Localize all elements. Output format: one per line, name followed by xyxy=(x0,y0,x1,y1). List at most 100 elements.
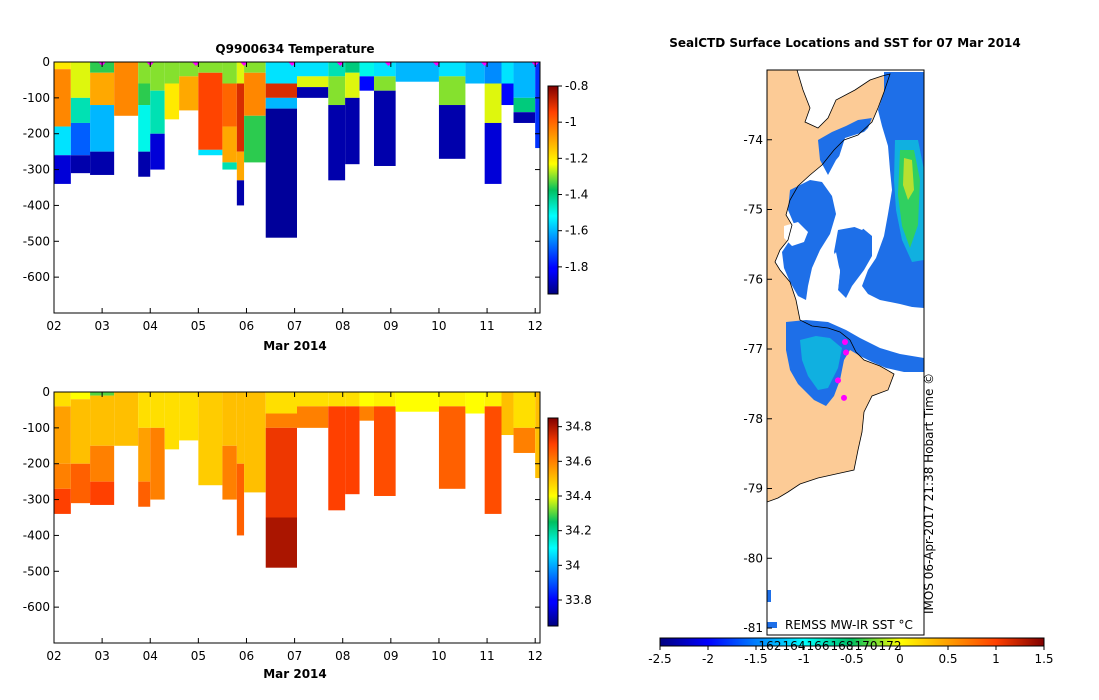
section-cell xyxy=(265,392,297,414)
section-cell xyxy=(198,392,223,486)
temperature-colorbar-frame xyxy=(547,85,559,295)
section-cell xyxy=(179,76,199,111)
sst-edge-patch xyxy=(767,590,771,602)
section-cell xyxy=(265,427,297,518)
x-tick-label: 09 xyxy=(383,649,398,663)
sst-source-label: REMSS MW-IR SST °C xyxy=(785,618,913,632)
section-cell xyxy=(150,133,165,170)
section-cell xyxy=(70,399,91,464)
colorbar-tick-label: 34.8 xyxy=(565,420,592,434)
section-cell xyxy=(265,97,297,109)
sst-inner-tick-label: 162 xyxy=(759,639,782,653)
x-tick-label: 12 xyxy=(528,319,543,333)
section-cell xyxy=(297,62,329,77)
x-tick-label: 03 xyxy=(94,649,109,663)
section-cell xyxy=(222,62,237,84)
section-cell xyxy=(513,427,536,453)
x-tick-label: 10 xyxy=(431,319,446,333)
seal-location xyxy=(841,394,847,401)
ice-patch-2 xyxy=(812,252,840,306)
seal-location xyxy=(835,377,841,384)
lat-tick-label: -77 xyxy=(743,342,763,356)
section-cell xyxy=(438,62,466,77)
y-tick-label: -500 xyxy=(23,564,50,578)
y-tick-label: -100 xyxy=(23,91,50,105)
salinity-y-axis: 0 -100 -200 -300 -400 -500 -600 xyxy=(23,385,540,614)
sst-colorbar-tick-label: -1 xyxy=(798,652,810,666)
y-tick-label: -200 xyxy=(23,457,50,471)
x-tick-label: 07 xyxy=(287,649,302,663)
section-cell xyxy=(359,406,374,421)
section-cell xyxy=(198,62,223,73)
section-cell xyxy=(438,76,466,106)
section-cell xyxy=(70,155,91,174)
x-tick-label: 12 xyxy=(528,649,543,663)
x-tick-label: 03 xyxy=(94,319,109,333)
section-cell xyxy=(359,62,374,77)
salinity-colorbar xyxy=(548,418,558,626)
sst-colorbar-tick-label: -1.5 xyxy=(744,652,767,666)
section-cell xyxy=(345,72,360,98)
temperature-axes-frame xyxy=(53,61,541,314)
section-cell xyxy=(164,83,180,120)
x-tick-label: 06 xyxy=(239,319,254,333)
section-cell xyxy=(345,406,360,495)
section-cell xyxy=(138,392,151,428)
section-cell xyxy=(138,83,151,106)
section-cell xyxy=(373,90,396,166)
colorbar-tick-label: 34.2 xyxy=(565,524,592,538)
y-tick-label: -600 xyxy=(23,600,50,614)
temperature-x-axis: 02 03 04 05 06 07 08 09 10 11 12 xyxy=(46,62,543,333)
sst-colorbar-tick-label: -0.5 xyxy=(840,652,863,666)
section-cell xyxy=(373,76,396,91)
section-cell xyxy=(222,83,237,127)
section-cell xyxy=(244,115,266,163)
colorbar-tick-label: -1 xyxy=(565,115,577,129)
sst-patch-central xyxy=(834,226,872,298)
x-tick-label: 02 xyxy=(46,649,61,663)
section-cell xyxy=(138,151,151,177)
section-cell xyxy=(513,97,536,113)
section-cell xyxy=(345,62,360,73)
lat-tick-label: -78 xyxy=(743,412,763,426)
colorbar-tick-label: -1.6 xyxy=(565,224,588,238)
y-tick-label: -400 xyxy=(23,198,50,212)
section-cell xyxy=(395,392,439,412)
section-cell xyxy=(70,97,91,123)
section-cell xyxy=(501,83,514,106)
section-cell xyxy=(236,83,245,152)
section-cell xyxy=(297,406,329,428)
x-tick-label: 04 xyxy=(143,319,158,333)
section-cell xyxy=(114,392,139,446)
section-cell xyxy=(70,392,91,400)
section-cell xyxy=(54,392,71,407)
section-cell xyxy=(265,517,297,568)
salinity-section xyxy=(54,392,540,568)
section-cell xyxy=(328,62,346,77)
section-cell xyxy=(244,72,266,116)
y-tick-label: -400 xyxy=(23,528,50,542)
salinity-x-label: Mar 2014 xyxy=(263,667,327,681)
section-cell xyxy=(222,126,237,163)
section-cell xyxy=(90,481,115,505)
colorbar-tick-label: -1.2 xyxy=(565,151,588,165)
salinity-axes-frame xyxy=(53,391,541,644)
ice-patch-4 xyxy=(784,222,808,246)
section-cell xyxy=(438,105,466,159)
section-cell xyxy=(535,62,540,149)
section-cell xyxy=(513,62,536,98)
sst-colorbar-tick-label: 1.5 xyxy=(1034,652,1053,666)
sst-inner-tick-label: 164 xyxy=(783,639,806,653)
lat-tick-label: -74 xyxy=(743,133,763,147)
section-cell xyxy=(297,87,329,98)
section-cell xyxy=(373,406,396,496)
section-cell xyxy=(138,427,151,482)
colorbar-tick-label: -1.4 xyxy=(565,188,588,202)
section-cell xyxy=(513,392,536,428)
sst-colorbar-tick-label: -2 xyxy=(702,652,714,666)
section-cell xyxy=(484,83,502,123)
map-frame xyxy=(766,69,925,636)
section-cell xyxy=(484,122,502,184)
sst-inner-tick-label: 172 xyxy=(879,639,902,653)
